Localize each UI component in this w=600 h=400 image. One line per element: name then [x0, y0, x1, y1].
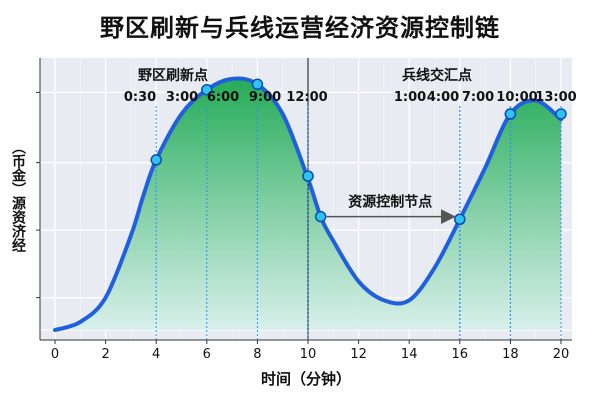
- x-tick-label: 16: [452, 347, 469, 362]
- jungle-time-label: 12:00: [286, 90, 327, 105]
- jungle-point: [150, 154, 162, 166]
- jungle-time-label: 3:00: [166, 90, 198, 105]
- labels-layer: 野区刷新点 兵线交汇点 0:30 3:00 6:00 9:00 12:00 1:00 4:00 7…: [124, 67, 577, 211]
- x-tick-label: 6: [203, 347, 211, 362]
- lane-time-label: 10:00: [496, 90, 537, 105]
- x-axis-label: 时间（分钟）: [261, 370, 351, 388]
- x-tick-label: 12: [350, 347, 367, 362]
- y-axis-label: （币金）源资济经: [10, 140, 26, 252]
- lane-point: [555, 108, 567, 120]
- lane-time-label: 4:00: [427, 90, 459, 105]
- x-tick-label: 14: [401, 347, 418, 362]
- lane-group-label: 兵线交汇点: [402, 67, 472, 84]
- x-tick-label: 20: [553, 347, 570, 362]
- x-tick-label: 8: [253, 347, 261, 362]
- marks-layer: [150, 58, 567, 340]
- jungle-point: [201, 83, 213, 96]
- chart-title: 野区刷新与兵线运营经济资源控制链: [100, 14, 500, 42]
- jungle-point: [302, 170, 314, 182]
- annotation-start-point: [314, 210, 327, 223]
- x-tick-label: 4: [152, 347, 160, 362]
- jungle-point: [251, 78, 264, 91]
- lane-point: [504, 108, 517, 120]
- lane-time-label: 1:00: [394, 90, 426, 105]
- lane-time-label: 7:00: [462, 90, 494, 105]
- jungle-time-label: 9:00: [249, 90, 281, 105]
- annotation-label: 资源控制节点: [348, 194, 432, 211]
- jungle-time-label: 0:30: [124, 90, 156, 105]
- jungle-group-label: 野区刷新点: [138, 67, 208, 84]
- lane-time-label: 13:00: [535, 90, 576, 105]
- x-tick-label: 0: [51, 347, 59, 362]
- axes-layer: 0 2 4 6 8 10 12 14 16 18 20 时间（分钟）: [36, 58, 572, 388]
- x-tick-label: 10: [300, 347, 317, 362]
- jungle-time-label: 6:00: [207, 90, 239, 105]
- lane-point: [454, 213, 466, 226]
- x-tick-label: 2: [101, 347, 109, 362]
- x-tick-label: 18: [502, 347, 519, 362]
